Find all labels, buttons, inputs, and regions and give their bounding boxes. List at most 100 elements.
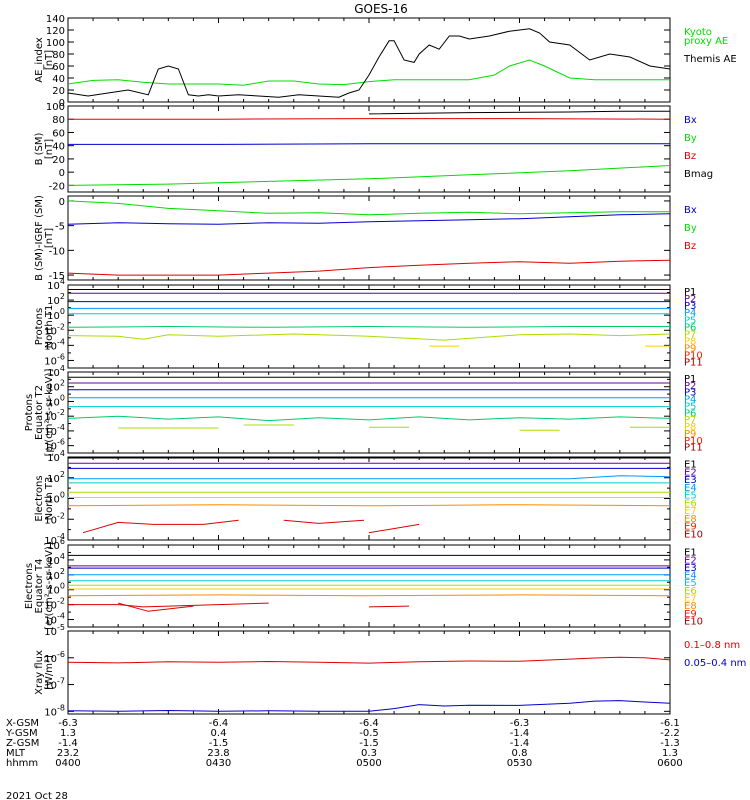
legend-entry: P8: [684, 422, 696, 433]
column-value: 1.3: [60, 728, 76, 739]
y-tick-label: 10-7: [44, 677, 65, 692]
y-tick-label: 80: [52, 50, 65, 61]
y-tick-label: 104: [47, 449, 65, 464]
y-tick-label: 102: [47, 567, 65, 582]
y-tick-label: 10-5: [44, 623, 65, 638]
column-value: -6.3: [510, 718, 530, 729]
y-tick-label: -20: [49, 181, 65, 192]
column-value: 0400: [55, 758, 80, 769]
legend-entry: P11: [684, 358, 703, 369]
y-tick-label: 10-4: [44, 423, 65, 438]
legend-entry: E2: [684, 555, 697, 566]
series-line-bmag: [368, 110, 670, 115]
date-label: 2021 Oct 28: [6, 791, 68, 800]
y-tick-label: 80: [52, 115, 65, 126]
legend-entry: E1: [684, 548, 697, 559]
legend-entry: P4: [684, 395, 696, 406]
column-value: -6.4: [359, 718, 379, 729]
y-tick-label: 140: [46, 14, 65, 25]
y-axis-label: B (SM): [34, 132, 45, 165]
y-tick-label: 102: [47, 292, 65, 307]
y-tick-label: 10-6: [44, 650, 65, 665]
legend-entry: Kyoto: [684, 27, 712, 38]
series-line-p6: [67, 325, 670, 328]
y-tick-label: 104: [47, 552, 65, 567]
legend-entry: Bx: [684, 205, 697, 216]
legend-entry: E1: [684, 460, 697, 471]
y-tick-label: -10: [49, 246, 65, 257]
y-axis-label: [p/(cm²-s-sr-keV)]: [44, 369, 55, 457]
legend-entry: P3: [684, 388, 696, 399]
y-axis-label: Protons: [34, 308, 45, 345]
column-value: -1.5: [209, 738, 229, 749]
legend-entry: P3: [684, 301, 696, 312]
series-line-bx: [68, 143, 670, 145]
y-tick-label: 0: [59, 98, 65, 109]
y-axis-label: B (SM)-IGRF (SM): [34, 195, 45, 281]
legend-entry: Bx: [684, 115, 697, 126]
legend-entry: P2: [684, 381, 696, 392]
legend-entry: P6: [684, 322, 696, 333]
column-value: -0.5: [359, 728, 379, 739]
y-tick-label: 40: [52, 142, 65, 153]
y-axis-label: Equator T2: [34, 385, 45, 440]
column-value: -6.4: [209, 718, 229, 729]
row-label: Y-GSM: [5, 728, 38, 739]
y-tick-label: 10-4: [44, 337, 65, 352]
legend-entry: E8: [684, 601, 697, 612]
y-tick-label: 10-2: [44, 597, 65, 612]
panel-3: -15 -10 -5 0 B (SM)-IGRF (SM) [nT] Bx By Bz: [34, 195, 697, 282]
y-tick-label: -15: [49, 271, 65, 282]
column-value: 0.3: [361, 748, 377, 759]
y-tick-label: 120: [46, 26, 65, 37]
legend-entry: proxy AE: [684, 36, 728, 47]
column-value: -6.3: [58, 718, 78, 729]
y-tick-label: 100: [47, 393, 65, 408]
legend-entry: 0.05–0.4 nm: [684, 658, 746, 669]
legend-entry: P1: [684, 374, 696, 385]
y-tick-label: 102: [47, 379, 65, 394]
series-line-e8: [67, 594, 671, 597]
y-axis-label: North T1: [44, 305, 55, 349]
legend-entry: E5: [684, 491, 697, 502]
y-tick-label: 100: [47, 491, 65, 506]
column-value: -1.4: [510, 728, 530, 739]
panel-frame: [67, 371, 671, 454]
legend-entry: P7: [684, 329, 696, 340]
y-tick-label: 10-6: [44, 352, 65, 367]
column-value: -2.2: [660, 728, 680, 739]
y-axis-label: AE_index: [34, 37, 45, 83]
legend-entry: E3: [684, 563, 697, 574]
column-value: 23.2: [57, 748, 79, 759]
y-tick-label: 10-4: [44, 612, 65, 627]
figure-title: GOES-16: [354, 2, 408, 16]
legend-entry: P5: [684, 315, 696, 326]
column-value: -6.1: [660, 718, 680, 729]
y-tick-label: 20: [52, 155, 65, 166]
y-axis-label: [nT]: [44, 228, 55, 248]
y-tick-label: 104: [47, 364, 65, 379]
legend-entry: P4: [684, 308, 696, 319]
legend-entry: E7: [684, 506, 697, 517]
legend-entry: Themis AE: [683, 54, 737, 65]
legend-entry: Bz: [684, 241, 696, 252]
series-line-0-1-0-8-nm: [67, 656, 671, 664]
column-value: 1.3: [662, 748, 678, 759]
series-line-bz: [67, 259, 671, 276]
row-label: Z-GSM: [6, 738, 39, 749]
y-tick-label: 10-2: [44, 322, 65, 337]
y-tick-label: 10-4: [44, 532, 65, 547]
column-value: -1.3: [660, 738, 680, 749]
panel-6: 104 102 100 10-2 10-4 Electrons North T3 E1E2E3…: [34, 449, 703, 547]
legend-entry: P5: [684, 401, 696, 412]
legend-entry: By: [684, 133, 697, 144]
series-line-e9: [68, 602, 269, 608]
legend-entry: E4: [684, 571, 697, 582]
